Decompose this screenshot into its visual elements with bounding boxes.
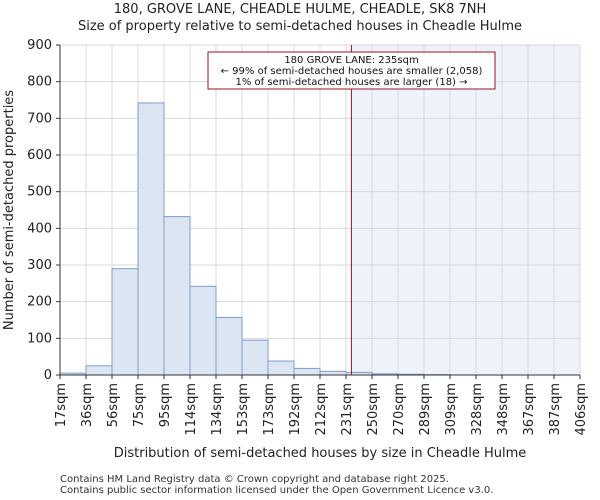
- x-tick-label: 95sqm: [158, 383, 173, 427]
- x-tick-label: 36sqm: [80, 383, 95, 427]
- highlight-region: [351, 45, 580, 375]
- x-tick-label: 212sqm: [314, 383, 329, 436]
- y-tick-label: 700: [27, 111, 52, 126]
- y-tick-label: 800: [27, 75, 52, 90]
- x-tick-label: 406sqm: [574, 383, 589, 436]
- plot-area: 0 100 200 300 400 500 600 700 800 900 17sqm 36sqm 56…: [27, 38, 589, 436]
- bar: [293, 367, 321, 376]
- x-tick-label: 348sqm: [496, 383, 511, 436]
- x-tick-label: 192sqm: [288, 383, 303, 436]
- y-axis-label: Number of semi-detached properties: [2, 90, 17, 330]
- x-tick-label: 387sqm: [548, 383, 563, 436]
- y-tick-label: 0: [44, 368, 52, 383]
- bar: [111, 268, 139, 376]
- annotation-line-2: ← 99% of semi-detached houses are smalle…: [221, 66, 483, 77]
- x-tick-label: 56sqm: [106, 383, 121, 427]
- footer-line-2: Contains public sector information licen…: [60, 485, 494, 496]
- y-tick-label: 500: [27, 185, 52, 200]
- chart-title: 180, GROVE LANE, CHEADLE HULME, CHEADLE,…: [113, 2, 487, 17]
- y-tick-label: 300: [27, 258, 52, 273]
- y-tick-label: 100: [27, 331, 52, 346]
- bar: [319, 370, 347, 376]
- bar: [163, 216, 191, 376]
- x-tick-label: 367sqm: [522, 383, 537, 436]
- y-tick-label: 400: [27, 221, 52, 236]
- chart-subtitle: Size of property relative to semi-detach…: [77, 19, 523, 34]
- bar: [241, 339, 269, 376]
- bar: [215, 316, 243, 376]
- x-tick-label: 75sqm: [132, 383, 147, 427]
- x-tick-label: 289sqm: [418, 383, 433, 436]
- x-axis-label: Distribution of semi-detached houses by …: [114, 446, 527, 461]
- x-tick-label: 153sqm: [236, 383, 251, 436]
- x-tick-label: 250sqm: [366, 383, 381, 436]
- y-tick-label: 600: [27, 148, 52, 163]
- x-tick-label: 134sqm: [210, 383, 225, 436]
- x-tick-label: 328sqm: [470, 383, 485, 436]
- y-tick-label: 900: [27, 38, 52, 53]
- bar: [189, 285, 217, 376]
- x-tick-label: 231sqm: [340, 383, 355, 436]
- x-tick-label: 114sqm: [184, 383, 199, 436]
- y-tick-label: 200: [27, 295, 52, 310]
- x-tick-label: 309sqm: [444, 383, 459, 436]
- annotation-line-3: 1% of semi-detached houses are larger (1…: [235, 77, 467, 88]
- x-tick-label: 173sqm: [262, 383, 277, 436]
- bar: [137, 102, 165, 376]
- bar: [85, 365, 113, 376]
- footer-line-1: Contains HM Land Registry data © Crown c…: [60, 474, 449, 485]
- bar: [267, 360, 295, 376]
- annotation-line-1: 180 GROVE LANE: 235sqm: [284, 55, 418, 66]
- x-tick-label: 270sqm: [392, 383, 407, 436]
- annotation-box: [207, 51, 496, 90]
- x-tick-label: 17sqm: [54, 383, 69, 427]
